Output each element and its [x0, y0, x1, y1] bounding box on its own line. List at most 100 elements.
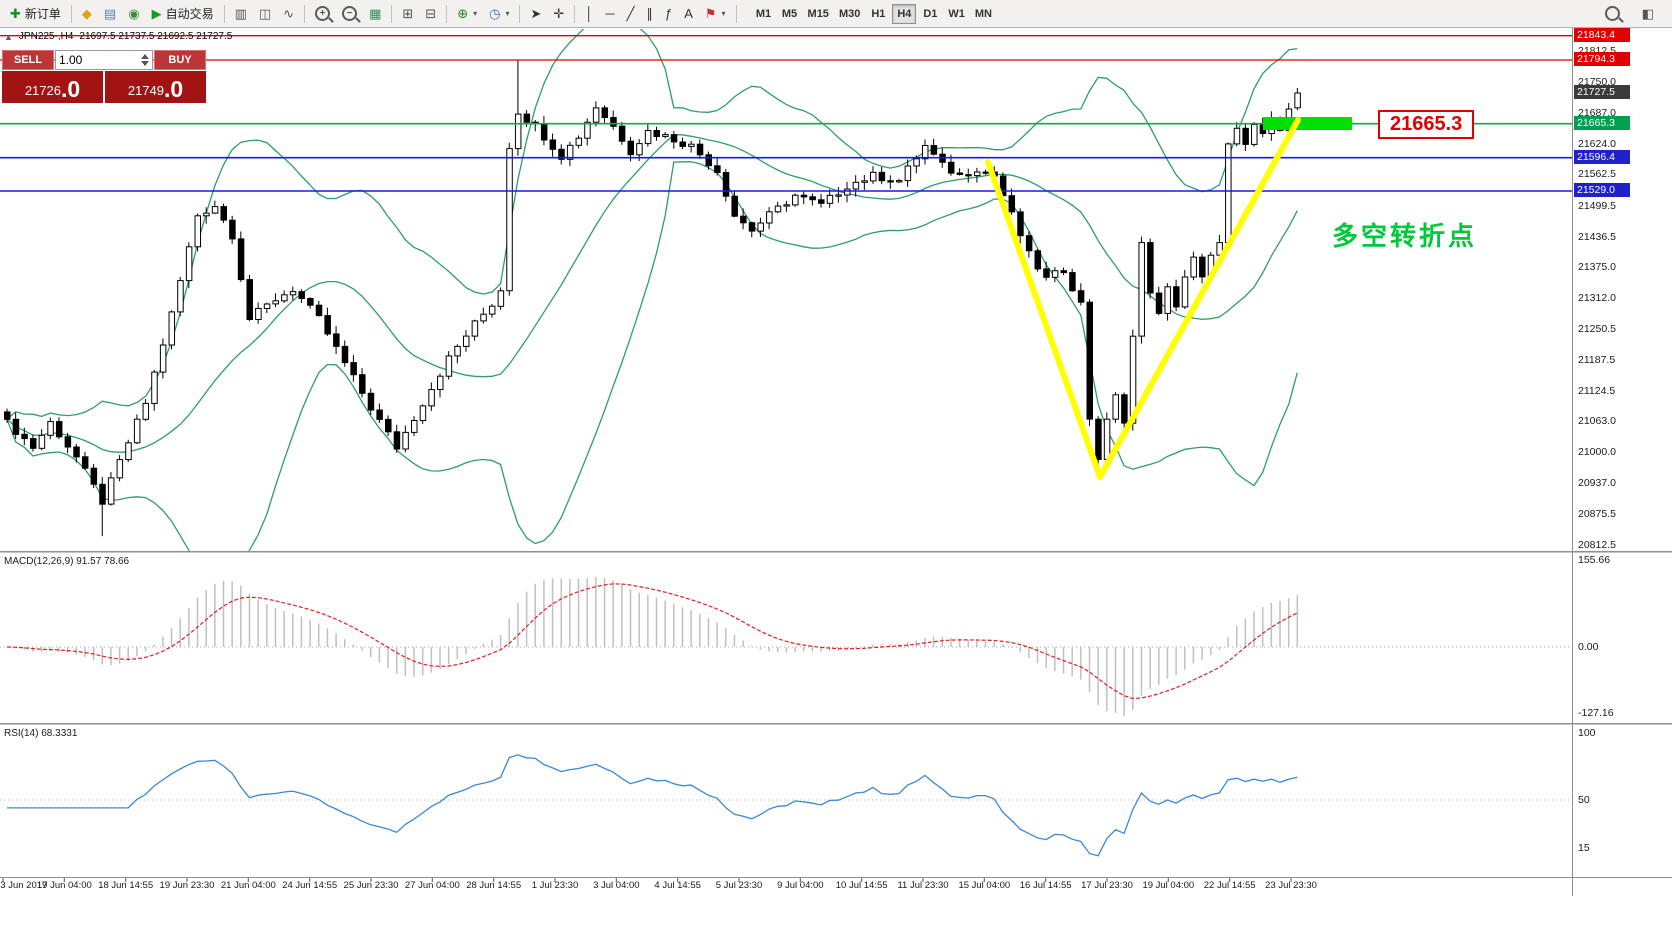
sell-price-pips: .0	[60, 76, 81, 102]
zoom-out-icon[interactable]: −	[337, 3, 362, 25]
time-axis-label: 17 Jun 04:00	[36, 880, 92, 891]
mql5-icon[interactable]: ◆	[77, 3, 97, 25]
fibonacci-icon[interactable]: ƒ	[660, 3, 677, 25]
time-axis-label: 22 Jul 14:55	[1203, 880, 1256, 891]
trendline-icon[interactable]: ╱	[622, 3, 640, 25]
timeframe-m30-button[interactable]: M30	[835, 4, 864, 24]
rsi-scale-label: 15	[1578, 842, 1590, 854]
time-axis-label: 3 Jul 04:00	[593, 880, 640, 891]
price-scale[interactable]: 21812.521750.021687.021624.021562.521499…	[1573, 0, 1672, 951]
volume-input[interactable]: 1.00	[55, 50, 153, 70]
time-axis-label: 11 Jul 23:30	[897, 880, 949, 891]
timeframe-m1-button[interactable]: M1	[752, 4, 776, 24]
price-tag: 21794.3	[1574, 51, 1630, 66]
time-axis-label: 19 Jun 23:30	[159, 880, 215, 891]
time-axis-label: 13 Jun 2019	[0, 880, 48, 891]
new-order-button[interactable]: ✚ 新订单	[5, 3, 66, 25]
time-axis-label: 21 Jun 04:00	[220, 880, 276, 891]
dropdown-caret-icon[interactable]: ▾	[505, 9, 510, 18]
timeframe-h4-button[interactable]: H4	[892, 3, 917, 24]
panel-splitter-rsi[interactable]	[0, 723, 1672, 725]
cursor-icon[interactable]: ➤	[525, 3, 546, 25]
buy-button[interactable]: BUY	[154, 50, 206, 70]
volume-stepper[interactable]	[141, 54, 149, 66]
price-scale-label: 21124.5	[1578, 384, 1616, 397]
time-axis[interactable]: 13 Jun 2019 17 Jun 04:00 18 Jun 14:55 19 Ju…	[0, 878, 1572, 896]
time-axis-label: 16 Jul 14:55	[1019, 880, 1072, 891]
chart-window-icon[interactable]: ◧	[1637, 3, 1659, 25]
vertical-line-icon[interactable]: │	[580, 3, 598, 25]
dropdown-caret-icon[interactable]: ▾	[721, 9, 726, 18]
volume-down-icon[interactable]	[141, 61, 149, 66]
auto-trading-icon: ▶	[151, 6, 162, 21]
equidistant-channel-icon[interactable]: ∥	[641, 3, 658, 25]
print-icon[interactable]: ▤	[99, 3, 121, 25]
crosshair-icon[interactable]: ✛	[548, 3, 569, 25]
vertical-line-icon: │	[585, 6, 594, 21]
bar-chart-icon[interactable]: ▥	[230, 3, 252, 25]
time-axis-label: 5 Jul 23:30	[715, 880, 763, 891]
buy-price[interactable]: 21749.0	[105, 71, 206, 103]
arrows-icon: ⚑	[704, 6, 717, 21]
timeframe-d1-button[interactable]: D1	[918, 4, 942, 24]
search-icon	[1604, 6, 1620, 21]
rsi-indicator-label: RSI(14) 68.3331	[4, 728, 78, 739]
horizontal-line-icon[interactable]: ─	[600, 3, 619, 25]
time-axis-label: 1 Jul 23:30	[531, 880, 579, 891]
candlestick-chart-icon[interactable]: ◫	[254, 3, 276, 25]
print-icon: ▤	[103, 6, 117, 21]
turning-point-note[interactable]: 多空转折点	[1332, 221, 1478, 251]
price-tag: 21727.5	[1574, 84, 1630, 99]
dropdown-caret-icon[interactable]: ▾	[473, 9, 478, 18]
arrows-icon[interactable]: ⚑ ▾	[700, 3, 731, 25]
price-scale-label: 20812.5	[1578, 538, 1616, 551]
price-scale-label: 21187.5	[1578, 353, 1616, 366]
zoom-in-icon[interactable]: +	[310, 3, 335, 25]
text-label-icon[interactable]: A	[679, 3, 698, 25]
timeframe-m5-button[interactable]: M5	[778, 4, 802, 24]
sell-price[interactable]: 21726.0	[2, 71, 103, 103]
cycles-icon: ◷	[489, 6, 501, 21]
volume-up-icon[interactable]	[141, 54, 149, 59]
toolbar-separator	[574, 4, 576, 23]
zoom-in-icon: +	[315, 6, 331, 21]
cascade-windows-icon[interactable]: ⊟	[420, 3, 441, 25]
timeframe-mn-button[interactable]: MN	[971, 4, 996, 24]
time-axis-label: 27 Jun 04:00	[404, 880, 460, 891]
price-tag: 21843.4	[1574, 27, 1630, 42]
toolbar-buttons: ✚ 新订单 ◆ ▤ ◉ ▶ 自动交易 ▥ ◫ ∿ + − ▦ ⊞ ⊟ ⊕ ▾ ◷ ▾ ➤ ✛ │ ─ ╱ ∥ ƒ A ⚑ ▾	[4, 0, 741, 27]
chart-symbol-period: JPN225-,H4	[18, 31, 74, 42]
price-level-label[interactable]: 21665.3	[1378, 110, 1475, 139]
time-axis-label: 25 Jun 23:30	[343, 880, 399, 891]
price-scale-label: 21436.5	[1578, 230, 1616, 243]
grid-icon[interactable]: ▦	[364, 3, 386, 25]
cycles-icon[interactable]: ◷ ▾	[484, 3, 514, 25]
price-scale-label: 21750.0	[1578, 75, 1616, 88]
timeframe-w1-button[interactable]: W1	[944, 4, 969, 24]
sell-price-main: 21726	[24, 83, 61, 98]
chart-icon: ▲	[4, 31, 13, 42]
equidistant-channel-icon: ∥	[646, 6, 653, 21]
tile-windows-icon: ⊞	[402, 6, 414, 21]
indicators-icon[interactable]: ⊕ ▾	[452, 3, 482, 25]
volume-value[interactable]: 1.00	[59, 53, 83, 67]
timeframe-h1-button[interactable]: H1	[866, 4, 890, 24]
new-order-icon: ✚	[10, 6, 21, 21]
community-icon[interactable]: ◉	[123, 3, 144, 25]
timeframe-m15-button[interactable]: M15	[804, 4, 833, 24]
tile-windows-icon[interactable]: ⊞	[397, 3, 418, 25]
community-icon: ◉	[128, 6, 140, 21]
price-scale-label: 21562.5	[1578, 168, 1616, 181]
auto-trading-button[interactable]: ▶ 自动交易	[147, 3, 219, 25]
sell-button[interactable]: SELL	[2, 50, 54, 70]
price-scale-label: 20937.0	[1578, 477, 1616, 490]
macd-scale-label: 0.00	[1578, 641, 1599, 653]
line-chart-icon[interactable]: ∿	[278, 3, 299, 25]
toolbar-separator	[304, 4, 306, 23]
panel-splitter-macd[interactable]	[0, 551, 1672, 553]
time-axis-label: 23 Jul 23:30	[1265, 880, 1317, 891]
toolbar-separator	[446, 4, 448, 23]
search-icon[interactable]	[1600, 3, 1625, 25]
buy-price-main: 21749	[127, 83, 164, 98]
